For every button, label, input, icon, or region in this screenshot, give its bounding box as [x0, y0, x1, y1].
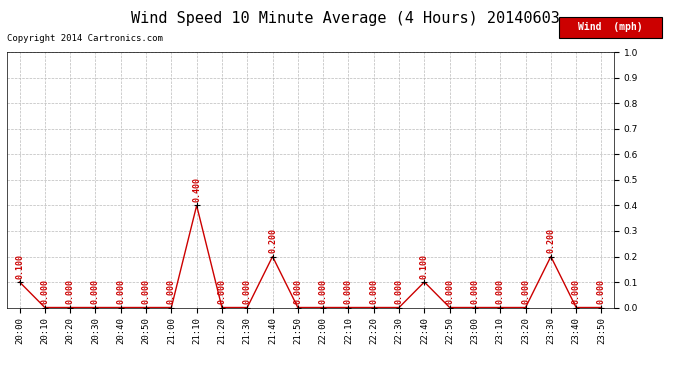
Text: 0.000: 0.000: [319, 279, 328, 304]
Text: 0.000: 0.000: [217, 279, 226, 304]
Text: 0.000: 0.000: [91, 279, 100, 304]
Text: 0.400: 0.400: [192, 177, 201, 203]
Text: 0.000: 0.000: [395, 279, 404, 304]
Text: 0.000: 0.000: [243, 279, 252, 304]
Text: 0.000: 0.000: [141, 279, 150, 304]
Text: 0.000: 0.000: [167, 279, 176, 304]
Text: 0.000: 0.000: [597, 279, 606, 304]
Text: 0.100: 0.100: [420, 254, 429, 279]
Text: 0.000: 0.000: [116, 279, 126, 304]
Text: 0.000: 0.000: [40, 279, 50, 304]
Text: 0.000: 0.000: [293, 279, 302, 304]
Text: 0.000: 0.000: [471, 279, 480, 304]
Text: 0.100: 0.100: [15, 254, 24, 279]
Text: 0.200: 0.200: [546, 228, 555, 254]
Text: Wind Speed 10 Minute Average (4 Hours) 20140603: Wind Speed 10 Minute Average (4 Hours) 2…: [130, 11, 560, 26]
Text: 0.000: 0.000: [369, 279, 378, 304]
Text: 0.000: 0.000: [344, 279, 353, 304]
Text: 0.000: 0.000: [495, 279, 505, 304]
Text: 0.200: 0.200: [268, 228, 277, 254]
Text: Copyright 2014 Cartronics.com: Copyright 2014 Cartronics.com: [7, 34, 163, 43]
Text: 0.000: 0.000: [571, 279, 581, 304]
Text: 0.000: 0.000: [66, 279, 75, 304]
Text: 0.000: 0.000: [521, 279, 530, 304]
Text: Wind  (mph): Wind (mph): [578, 22, 643, 32]
Text: 0.000: 0.000: [445, 279, 454, 304]
